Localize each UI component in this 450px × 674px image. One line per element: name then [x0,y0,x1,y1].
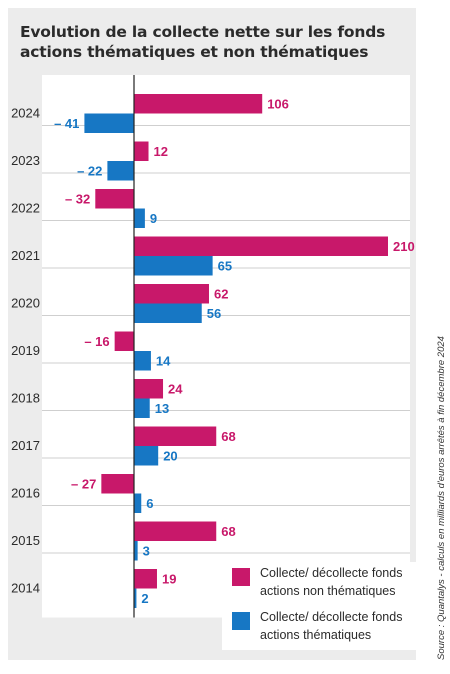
year-label: 2021 [11,248,40,263]
plot-area [42,75,410,618]
bar-thematic [134,541,138,561]
legend: Collecte/ décollecte fonds actions non t… [222,562,418,650]
data-label-thematic: 14 [156,353,171,368]
bar-thematic [107,161,134,181]
data-label-non-thematic: 68 [221,524,235,539]
bar-non-thematic [134,379,164,399]
bar-non-thematic [134,569,157,589]
bar-non-thematic [134,141,149,161]
data-label-non-thematic: 106 [267,96,289,111]
year-label: 2024 [11,106,40,121]
year-label: 2014 [11,581,40,596]
data-label-thematic: 6 [146,496,153,511]
legend-label-non-thematic: Collecte/ décollecte fonds actions non t… [260,566,403,598]
year-label: 2020 [11,296,40,311]
year-label: 2017 [11,438,40,453]
bar-thematic [134,351,151,371]
bar-thematic [84,113,134,133]
bar-non-thematic [134,236,388,256]
data-label-non-thematic: 62 [214,286,228,301]
year-label: 2018 [11,391,40,406]
bar-non-thematic [101,474,134,494]
bar-non-thematic [95,189,134,209]
data-label-thematic: 2 [141,591,148,606]
legend-swatch-non-thematic [232,568,250,586]
year-label: 2022 [11,201,40,216]
bar-thematic [134,398,150,418]
bar-non-thematic [134,426,217,446]
data-label-thematic: 56 [207,306,221,321]
data-label-non-thematic: 68 [221,429,235,444]
data-label-thematic: – 41 [54,116,79,131]
data-label-thematic: 9 [150,211,157,226]
source-note: Source : Quantalys - calculs en milliard… [436,336,447,660]
bar-thematic [134,208,145,228]
data-label-non-thematic: 24 [168,381,183,396]
bar-thematic [134,493,142,513]
legend-swatch-thematic [232,612,250,630]
year-label: 2016 [11,486,40,501]
bar-thematic [134,256,213,276]
data-label-thematic: 13 [155,401,169,416]
data-label-thematic: 20 [163,448,177,463]
data-label-non-thematic: – 16 [84,334,109,349]
year-label: 2015 [11,533,40,548]
data-label-thematic: 65 [218,258,232,273]
bar-thematic [134,303,202,323]
bar-thematic [134,446,159,466]
year-label: 2023 [11,153,40,168]
bar-non-thematic [134,521,217,541]
bar-non-thematic [114,331,134,351]
data-label-non-thematic: 12 [154,144,168,159]
data-label-non-thematic: – 27 [71,476,96,491]
data-label-non-thematic: – 32 [65,191,90,206]
bar-non-thematic [134,94,263,114]
data-label-thematic: 3 [143,543,150,558]
bar-non-thematic [134,284,209,304]
data-label-non-thematic: 19 [162,571,176,586]
data-label-thematic: – 22 [77,163,102,178]
data-label-non-thematic: 210 [393,239,415,254]
chart-title: Evolution de la collecte nette sur les f… [20,23,386,61]
legend-label-thematic: Collecte/ décollecte fonds actions théma… [260,610,403,642]
bar-thematic [134,588,137,608]
year-label: 2019 [11,343,40,358]
